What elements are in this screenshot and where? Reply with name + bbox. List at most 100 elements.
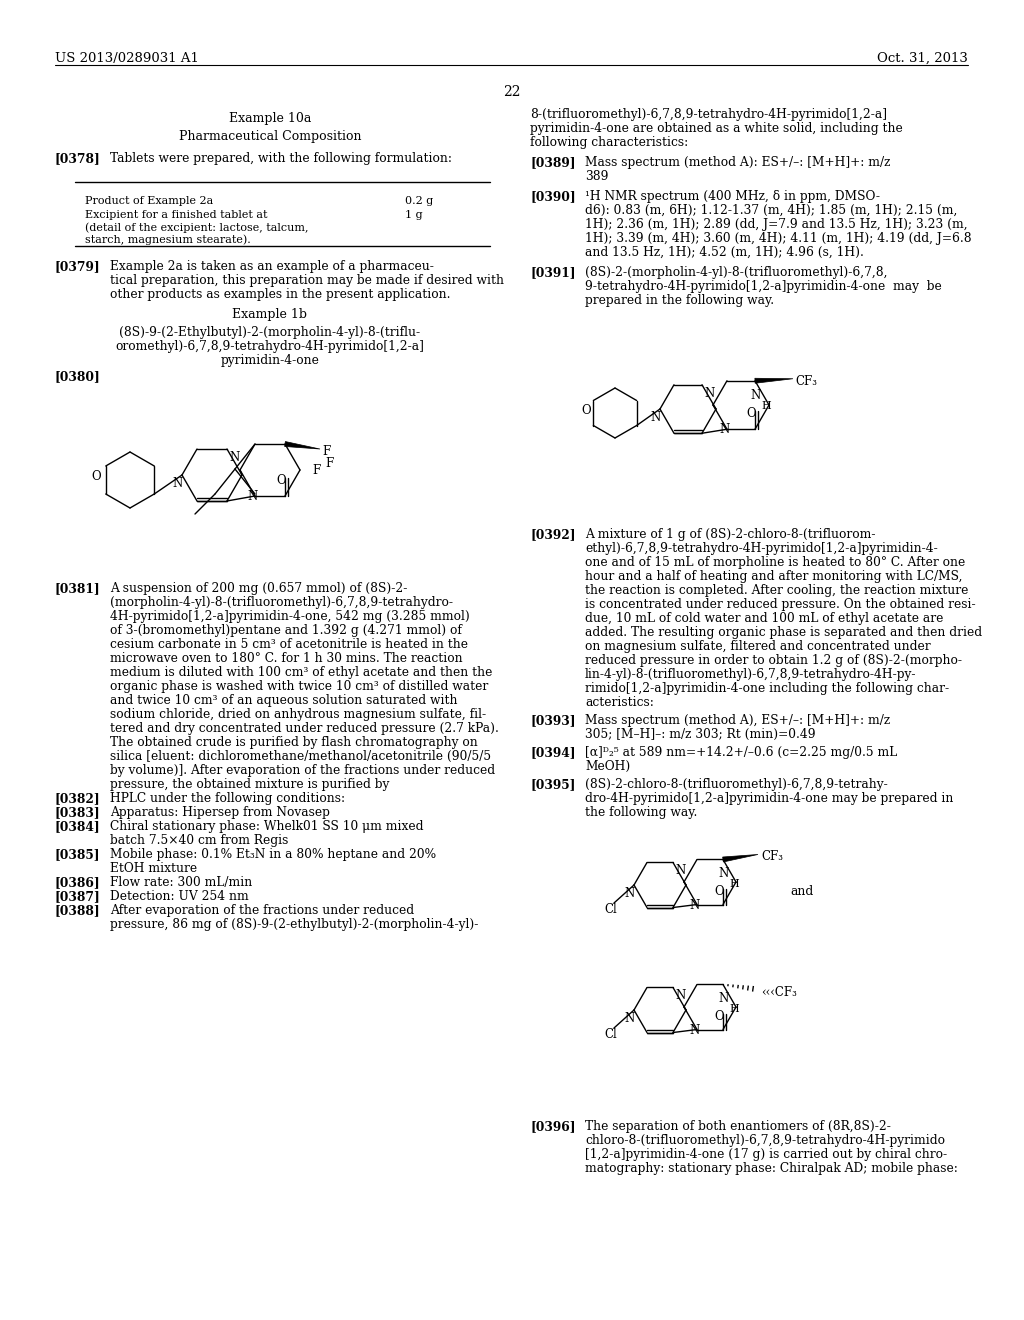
- Text: Cl: Cl: [604, 903, 616, 916]
- Text: [0396]: [0396]: [530, 1119, 575, 1133]
- Text: organic phase is washed with twice 10 cm³ of distilled water: organic phase is washed with twice 10 cm…: [110, 680, 488, 693]
- Text: reduced pressure in order to obtain 1.2 g of (8S)-2-(morpho-: reduced pressure in order to obtain 1.2 …: [585, 653, 962, 667]
- Text: 4H-pyrimido[1,2-a]pyrimidin-4-one, 542 mg (3.285 mmol): 4H-pyrimido[1,2-a]pyrimidin-4-one, 542 m…: [110, 610, 470, 623]
- Text: tered and dry concentrated under reduced pressure (2.7 kPa).: tered and dry concentrated under reduced…: [110, 722, 499, 735]
- Text: Mobile phase: 0.1% Et₃N in a 80% heptane and 20%: Mobile phase: 0.1% Et₃N in a 80% heptane…: [110, 847, 436, 861]
- Text: Apparatus: Hipersep from Novasep: Apparatus: Hipersep from Novasep: [110, 807, 330, 818]
- Text: F: F: [322, 445, 331, 458]
- Text: 389: 389: [585, 170, 608, 183]
- Text: ‹‹‹CF₃: ‹‹‹CF₃: [761, 986, 797, 999]
- Text: Detection: UV 254 nm: Detection: UV 254 nm: [110, 890, 249, 903]
- Text: A suspension of 200 mg (0.657 mmol) of (8S)-2-: A suspension of 200 mg (0.657 mmol) of (…: [110, 582, 408, 595]
- Polygon shape: [285, 442, 319, 449]
- Text: Oct. 31, 2013: Oct. 31, 2013: [878, 51, 968, 65]
- Text: Pharmaceutical Composition: Pharmaceutical Composition: [179, 129, 361, 143]
- Text: N: N: [718, 993, 728, 1006]
- Text: N: N: [247, 490, 257, 503]
- Text: [0384]: [0384]: [55, 820, 100, 833]
- Text: acteristics:: acteristics:: [585, 696, 654, 709]
- Text: [0395]: [0395]: [530, 777, 575, 791]
- Text: and: and: [790, 884, 813, 898]
- Text: N: N: [750, 389, 760, 401]
- Text: N: N: [718, 867, 728, 880]
- Text: matography: stationary phase: Chiralpak AD; mobile phase:: matography: stationary phase: Chiralpak …: [585, 1162, 957, 1175]
- Text: HPLC under the following conditions:: HPLC under the following conditions:: [110, 792, 345, 805]
- Text: N: N: [650, 411, 660, 424]
- Text: H: H: [729, 879, 738, 890]
- Text: H: H: [761, 401, 771, 411]
- Text: US 2013/0289031 A1: US 2013/0289031 A1: [55, 51, 199, 65]
- Text: hour and a half of heating and after monitoring with LC/MS,: hour and a half of heating and after mon…: [585, 570, 963, 583]
- Text: Excipient for a finished tablet at: Excipient for a finished tablet at: [85, 210, 267, 220]
- Text: Example 2a is taken as an example of a pharmaceu-: Example 2a is taken as an example of a p…: [110, 260, 434, 273]
- Text: pyrimidin-4-one: pyrimidin-4-one: [220, 354, 319, 367]
- Text: O: O: [746, 408, 756, 420]
- Text: due, 10 mL of cold water and 100 mL of ethyl acetate are: due, 10 mL of cold water and 100 mL of e…: [585, 612, 943, 624]
- Text: sodium chloride, dried on anhydrous magnesium sulfate, fil-: sodium chloride, dried on anhydrous magn…: [110, 708, 486, 721]
- Text: N: N: [675, 990, 685, 1002]
- Text: O: O: [714, 884, 724, 898]
- Text: F: F: [325, 457, 333, 470]
- Text: [0383]: [0383]: [55, 807, 100, 818]
- Text: H: H: [729, 1005, 738, 1015]
- Text: ethyl)-6,7,8,9-tetrahydro-4H-pyrimido[1,2-a]pyrimidin-4-: ethyl)-6,7,8,9-tetrahydro-4H-pyrimido[1,…: [585, 543, 938, 554]
- Text: 1H); 2.36 (m, 1H); 2.89 (dd, J=7.9 and 13.5 Hz, 1H); 3.23 (m,: 1H); 2.36 (m, 1H); 2.89 (dd, J=7.9 and 1…: [585, 218, 968, 231]
- Text: Product of Example 2a: Product of Example 2a: [85, 195, 213, 206]
- Text: [0382]: [0382]: [55, 792, 100, 805]
- Text: 1 g: 1 g: [406, 210, 423, 220]
- Text: 0.2 g: 0.2 g: [406, 195, 433, 206]
- Polygon shape: [755, 379, 793, 383]
- Text: (morpholin-4-yl)-8-(trifluoromethyl)-6,7,8,9-tetrahydro-: (morpholin-4-yl)-8-(trifluoromethyl)-6,7…: [110, 597, 453, 609]
- Text: [0387]: [0387]: [55, 890, 100, 903]
- Text: Example 10a: Example 10a: [228, 112, 311, 125]
- Text: N: N: [172, 477, 182, 490]
- Text: [0380]: [0380]: [55, 370, 100, 383]
- Text: Cl: Cl: [604, 1028, 616, 1041]
- Text: d6): 0.83 (m, 6H); 1.12-1.37 (m, 4H); 1.85 (m, 1H); 2.15 (m,: d6): 0.83 (m, 6H); 1.12-1.37 (m, 4H); 1.…: [585, 205, 957, 216]
- Text: starch, magnesium stearate).: starch, magnesium stearate).: [85, 234, 251, 244]
- Text: F: F: [312, 465, 321, 477]
- Text: chloro-8-(trifluoromethyl)-6,7,8,9-tetrahydro-4H-pyrimido: chloro-8-(trifluoromethyl)-6,7,8,9-tetra…: [585, 1134, 945, 1147]
- Text: Chiral stationary phase: Whelk01 SS 10 μm mixed: Chiral stationary phase: Whelk01 SS 10 μ…: [110, 820, 424, 833]
- Text: N: N: [719, 424, 729, 436]
- Text: ¹H NMR spectrum (400 MHz, δ in ppm, DMSO-: ¹H NMR spectrum (400 MHz, δ in ppm, DMSO…: [585, 190, 880, 203]
- Text: [0379]: [0379]: [55, 260, 100, 273]
- Text: N: N: [689, 1023, 699, 1036]
- Text: [0381]: [0381]: [55, 582, 100, 595]
- Text: After evaporation of the fractions under reduced: After evaporation of the fractions under…: [110, 904, 414, 917]
- Text: 1H); 3.39 (m, 4H); 3.60 (m, 4H); 4.11 (m, 1H); 4.19 (dd, J=6.8: 1H); 3.39 (m, 4H); 3.60 (m, 4H); 4.11 (m…: [585, 232, 972, 246]
- Text: The obtained crude is purified by flash chromatography on: The obtained crude is purified by flash …: [110, 737, 478, 748]
- Text: other products as examples in the present application.: other products as examples in the presen…: [110, 288, 451, 301]
- Text: [0390]: [0390]: [530, 190, 575, 203]
- Text: N: N: [624, 1012, 634, 1026]
- Text: of 3-(bromomethyl)pentane and 1.392 g (4.271 mmol) of: of 3-(bromomethyl)pentane and 1.392 g (4…: [110, 624, 462, 638]
- Text: by volume)]. After evaporation of the fractions under reduced: by volume)]. After evaporation of the fr…: [110, 764, 496, 777]
- Text: lin-4-yl)-8-(trifluoromethyl)-6,7,8,9-tetrahydro-4H-py-: lin-4-yl)-8-(trifluoromethyl)-6,7,8,9-te…: [585, 668, 916, 681]
- Text: [0389]: [0389]: [530, 156, 575, 169]
- Text: silica [eluent: dichloromethane/methanol/acetonitrile (90/5/5: silica [eluent: dichloromethane/methanol…: [110, 750, 492, 763]
- Text: CF₃: CF₃: [795, 375, 817, 388]
- Text: [0385]: [0385]: [55, 847, 100, 861]
- Text: [0388]: [0388]: [55, 904, 100, 917]
- Text: 305; [M–H]–: m/z 303; Rt (min)=0.49: 305; [M–H]–: m/z 303; Rt (min)=0.49: [585, 729, 816, 741]
- Text: 9-tetrahydro-4H-pyrimido[1,2-a]pyrimidin-4-one  may  be: 9-tetrahydro-4H-pyrimido[1,2-a]pyrimidin…: [585, 280, 942, 293]
- Text: N: N: [675, 865, 685, 878]
- Text: (8S)-2-(morpholin-4-yl)-8-(trifluoromethyl)-6,7,8,: (8S)-2-(morpholin-4-yl)-8-(trifluorometh…: [585, 267, 888, 279]
- Text: [0378]: [0378]: [55, 152, 100, 165]
- Text: N: N: [689, 899, 699, 912]
- Text: [1,2-a]pyrimidin-4-one (17 g) is carried out by chiral chro-: [1,2-a]pyrimidin-4-one (17 g) is carried…: [585, 1148, 947, 1162]
- Text: prepared in the following way.: prepared in the following way.: [585, 294, 774, 308]
- Text: MeOH): MeOH): [585, 760, 630, 774]
- Text: N: N: [624, 887, 634, 900]
- Text: [α]ᴰ₂⁵ at 589 nm=+14.2+/–0.6 (c=2.25 mg/0.5 mL: [α]ᴰ₂⁵ at 589 nm=+14.2+/–0.6 (c=2.25 mg/…: [585, 746, 897, 759]
- Text: [0391]: [0391]: [530, 267, 575, 279]
- Text: cesium carbonate in 5 cm³ of acetonitrile is heated in the: cesium carbonate in 5 cm³ of acetonitril…: [110, 638, 468, 651]
- Text: dro-4H-pyrimido[1,2-a]pyrimidin-4-one may be prepared in: dro-4H-pyrimido[1,2-a]pyrimidin-4-one ma…: [585, 792, 953, 805]
- Text: (8S)-9-(2-Ethylbutyl)-2-(morpholin-4-yl)-8-(triflu-: (8S)-9-(2-Ethylbutyl)-2-(morpholin-4-yl)…: [120, 326, 421, 339]
- Text: 22: 22: [503, 84, 521, 99]
- Text: Flow rate: 300 mL/min: Flow rate: 300 mL/min: [110, 876, 252, 888]
- Text: pyrimidin-4-one are obtained as a white solid, including the: pyrimidin-4-one are obtained as a white …: [530, 121, 903, 135]
- Text: the following way.: the following way.: [585, 807, 697, 818]
- Text: on magnesium sulfate, filtered and concentrated under: on magnesium sulfate, filtered and conce…: [585, 640, 931, 653]
- Text: [0386]: [0386]: [55, 876, 100, 888]
